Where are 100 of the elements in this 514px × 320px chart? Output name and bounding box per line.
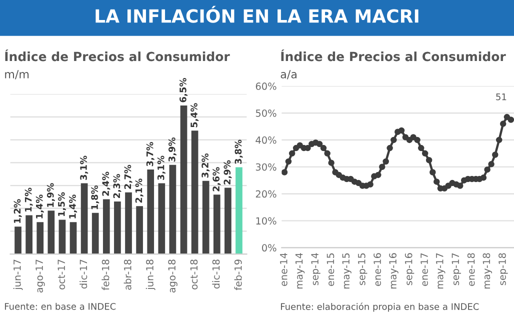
bar: [180, 106, 188, 254]
data-label: 3,2%: [202, 153, 210, 178]
chart-subtitle: Índice de Precios al Consumidor: [5, 49, 230, 62]
y-axis-title: a/a: [280, 70, 296, 80]
data-label: 1,8%: [91, 185, 100, 210]
source-note: Fuente: elaboración propia en base a INDEC: [281, 302, 479, 312]
bar: [147, 170, 154, 254]
point: [484, 166, 490, 173]
x-tick-label: ene-15: [326, 253, 334, 286]
point: [434, 178, 440, 185]
x-tick-label: may-14: [295, 253, 305, 289]
x-tick-label: sep-16: [404, 253, 414, 286]
y-tick-label: 0%: [262, 244, 276, 252]
point: [414, 136, 420, 144]
data-label: 3,1%: [157, 156, 166, 180]
data-label: 1,4%: [69, 194, 78, 218]
data-label: 1,4%: [36, 194, 44, 218]
x-tick-label: dic-17: [80, 260, 88, 289]
point: [282, 169, 288, 176]
y-tick-label: 10%: [256, 217, 276, 225]
bar: [169, 164, 176, 254]
y-tick-label: 60%: [256, 82, 276, 90]
x-tick-label: sep-17: [452, 253, 461, 286]
bar: [191, 130, 198, 254]
x-tick-label: abr-18: [124, 260, 132, 290]
x-tick-label: may-17: [436, 253, 446, 289]
data-label: 2,1%: [135, 178, 144, 203]
point: [422, 150, 428, 157]
annotation: 51: [496, 94, 506, 100]
data-label: 2,4%: [102, 172, 110, 196]
x-tick-label: ago-18: [168, 260, 178, 292]
point: [390, 136, 397, 144]
x-tick-label: sep-14: [311, 253, 320, 286]
x-tick-label: sep-15: [358, 253, 368, 286]
point: [406, 136, 413, 144]
y-tick-label: 40%: [256, 136, 276, 144]
bar: [125, 192, 132, 254]
y-tick-label: 50%: [256, 109, 276, 117]
point: [367, 181, 374, 188]
x-tick-label: sep-18: [498, 253, 508, 286]
x-tick-label: oct-17: [58, 260, 66, 290]
point: [500, 120, 506, 127]
bar: [14, 226, 22, 254]
data-label: 2,7%: [124, 164, 132, 189]
data-label: 1,9%: [46, 183, 55, 207]
x-tick-label: may-15: [342, 253, 352, 289]
data-label: 2,9%: [224, 160, 232, 184]
point: [378, 164, 386, 170]
data-label: 3,8%: [234, 140, 243, 164]
source-note: Fuente: en base a INDEC: [5, 302, 116, 310]
point: [382, 158, 389, 165]
x-tick-label: feb-18: [102, 260, 110, 290]
bar: [136, 206, 143, 254]
bar: [36, 222, 44, 254]
x-tick-label: oct-18: [190, 260, 198, 290]
chart-title: LA INFLACIÓN EN LA ERA MACRI: [96, 6, 418, 23]
point: [418, 144, 424, 152]
data-label: 6,5%: [180, 78, 188, 102]
data-label: 3,1%: [80, 156, 88, 180]
data-label: 3,9%: [168, 137, 176, 162]
y-tick-label: 30%: [256, 163, 276, 171]
bar: [26, 215, 32, 254]
point: [320, 144, 327, 152]
point: [492, 152, 498, 158]
point: [375, 172, 382, 178]
y-tick-label: 20%: [256, 190, 276, 198]
bar: [58, 220, 66, 254]
point: [355, 180, 362, 186]
bar: [236, 167, 242, 254]
point: [410, 134, 416, 140]
data-label: 5,4%: [190, 103, 199, 128]
bar: [102, 199, 110, 254]
bar: [70, 222, 77, 254]
point: [488, 161, 494, 168]
bar: [80, 183, 88, 254]
x-tick-label: ene-17: [420, 253, 428, 286]
x-tick-label: ene-18: [467, 253, 475, 286]
chart-title: Índice de Precios al Consumidor: [281, 49, 506, 62]
data-label: 1,2%: [14, 199, 22, 223]
bar: [48, 210, 55, 254]
point: [288, 150, 296, 157]
bar: [224, 188, 232, 254]
x-tick-label: dic-18: [212, 260, 220, 289]
point: [304, 144, 311, 152]
x-tick-label: feb-19: [234, 260, 242, 290]
point: [456, 182, 464, 189]
point: [328, 160, 334, 166]
data-label: 3,7%: [146, 142, 154, 166]
point: [292, 144, 300, 152]
x-tick-label: jun-17: [13, 260, 23, 290]
data-label: 1,7%: [24, 188, 33, 212]
bar: [92, 212, 99, 254]
x-tick-label: ene-16: [374, 253, 381, 286]
point: [480, 174, 487, 181]
bar: [213, 194, 220, 254]
x-tick-label: may-16: [389, 253, 398, 289]
point: [336, 172, 342, 178]
x-tick-label: may-18: [482, 253, 492, 289]
point: [430, 169, 436, 176]
point: [324, 150, 330, 157]
